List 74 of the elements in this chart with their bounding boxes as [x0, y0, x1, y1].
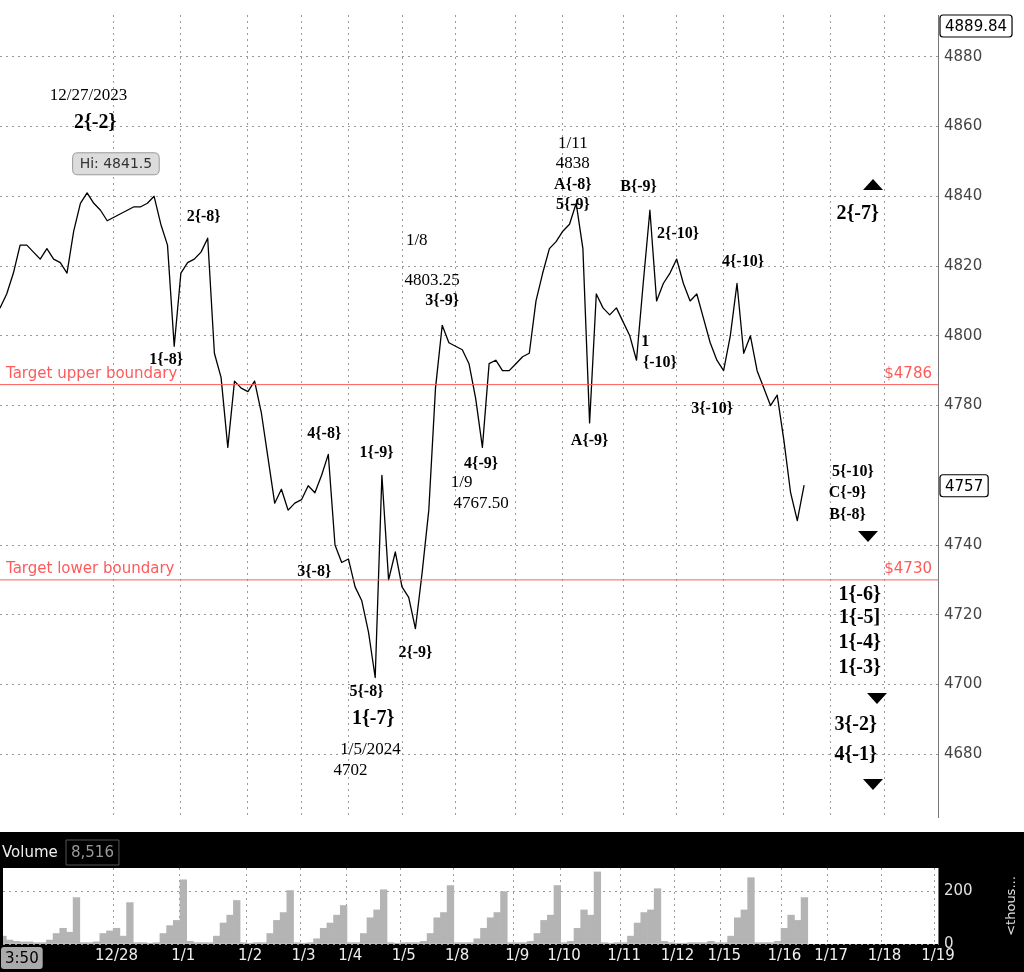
x-tick-label: 1/18 [867, 945, 902, 964]
annotation: 1/8 [405, 229, 428, 249]
annotation: 5{-10} [831, 462, 874, 480]
annotation: 1{-7} [351, 705, 395, 728]
annotation: 2{-7} [836, 201, 879, 224]
x-tick-label: 12/28 [94, 945, 139, 964]
x-tick-label: 1/4 [338, 945, 363, 964]
annotation: 3{-8} [297, 561, 332, 579]
annotation: B{-9} [620, 177, 657, 195]
x-tick-label: 1/17 [814, 945, 848, 964]
y-tick-label: 4800 [944, 325, 983, 344]
annotation: Hi: 4841.5 [79, 155, 153, 172]
x-tick-label: 1/3 [291, 945, 316, 964]
annotation: 5{-9} [555, 195, 590, 213]
annotation: 2{-8} [186, 207, 221, 225]
annotation: 4803.25 [404, 270, 460, 290]
text: Volume [2, 842, 58, 861]
annotation: A{-9} [570, 431, 609, 449]
annotation: 1{-5] [839, 605, 881, 628]
annotation: 4838 [555, 153, 590, 173]
annotation: 4767.50 [453, 493, 509, 513]
annotation: 3{-10} [691, 399, 734, 417]
y-tick-label: 4840 [944, 186, 983, 205]
annotation: B{-8} [829, 504, 866, 522]
annotation: $4786 [884, 364, 932, 383]
annotation: 1{-3} [838, 655, 881, 678]
x-tick-label: 1/16 [767, 945, 802, 964]
x-tick-label: 1/11 [607, 945, 641, 964]
x-tick-label: 1/1 [171, 945, 196, 964]
annotation: 4{-1} [834, 742, 877, 765]
x-tick-label: 1/10 [547, 945, 581, 964]
y-tick-label: 4720 [944, 604, 983, 623]
annotation: 1/11 [558, 132, 588, 152]
y-tick-label: 4880 [944, 46, 983, 65]
x-tick-label: 1/15 [707, 945, 742, 964]
y-tick-label: 4820 [944, 255, 983, 274]
ref-line-label: Target lower boundary [5, 559, 175, 578]
text: 4757 [945, 476, 984, 495]
y-tick-label: 4700 [944, 674, 983, 693]
annotation: 5{-8} [349, 681, 384, 699]
x-tick-label: 1/12 [660, 945, 695, 964]
annotation: C{-9} [828, 483, 867, 501]
annotation: $4730 [884, 559, 932, 578]
y-tick-label: 4680 [944, 744, 983, 763]
y-tick-label: 200 [944, 881, 973, 900]
annotation: 1/9 [450, 472, 473, 492]
y-tick-label: 4740 [944, 534, 983, 553]
y-axis-title: <thous... [1003, 876, 1019, 936]
annotation: 1{-6} [838, 581, 881, 604]
annotation: 2{-9} [398, 642, 433, 660]
annotation: 1{-4} [838, 630, 881, 653]
text: 8,516 [71, 842, 114, 861]
y-tick-label: 4860 [944, 116, 983, 135]
annotation: 4{-10} [722, 251, 764, 269]
annotation: 4702 [333, 760, 368, 780]
annotation: 12/27/2023 [49, 84, 128, 104]
y-tick-label: 4780 [944, 395, 983, 414]
x-tick-label: 1/2 [238, 945, 263, 964]
annotation: 1/5/2024 [340, 738, 402, 758]
text: 4889.84 [945, 16, 1008, 35]
annotation: 3{-9} [425, 291, 460, 309]
annotation: 1 [641, 331, 650, 349]
annotation: 3{-2} [834, 712, 877, 735]
x-tick-label: 1/5 [391, 945, 416, 964]
annotation: 1{-9} [359, 442, 394, 460]
annotation: 2{-10} [657, 223, 700, 241]
x-tick-label: 1/8 [445, 945, 470, 964]
annotation: 4{-9} [464, 454, 499, 472]
text: 3:50 [5, 948, 39, 967]
annotation: 4{-8} [307, 423, 342, 441]
annotation: {-10} [642, 353, 677, 370]
annotation: A{-8} [554, 175, 592, 193]
annotation: 2{-2} [73, 110, 117, 133]
x-tick-label: 1/9 [505, 945, 530, 964]
